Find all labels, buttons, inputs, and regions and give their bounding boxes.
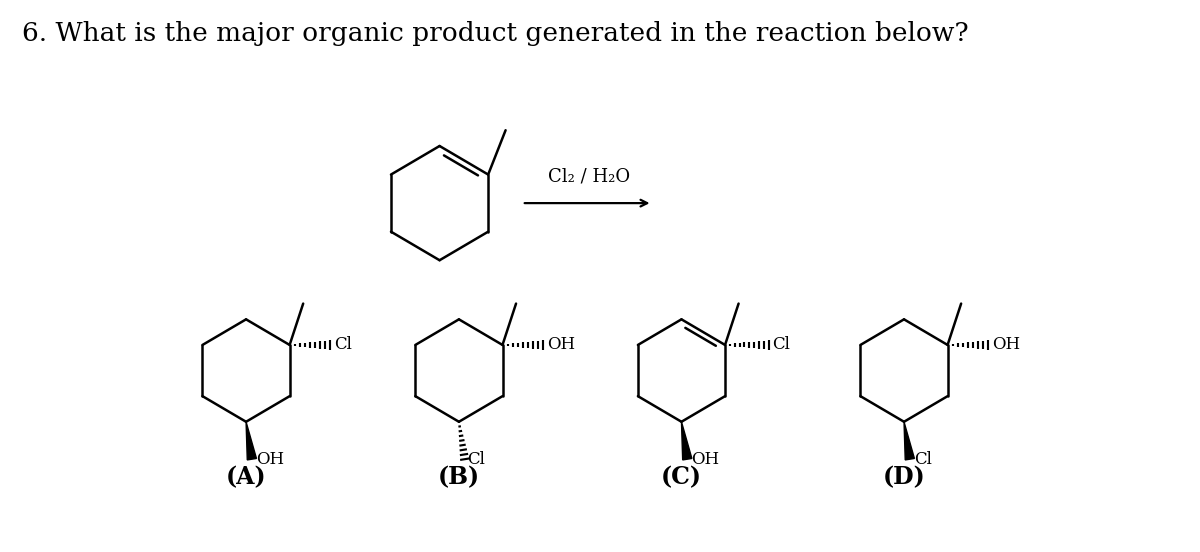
Text: Cl: Cl	[913, 450, 931, 468]
Polygon shape	[904, 422, 914, 460]
Text: Cl₂ / H₂O: Cl₂ / H₂O	[548, 167, 631, 185]
Text: OH: OH	[992, 336, 1020, 353]
Text: OH: OH	[547, 336, 575, 353]
Text: (D): (D)	[883, 465, 925, 489]
Polygon shape	[246, 422, 257, 460]
Text: OH: OH	[691, 450, 719, 468]
Text: Cl: Cl	[773, 336, 791, 353]
Text: OH: OH	[256, 450, 284, 468]
Text: 6. What is the major organic product generated in the reaction below?: 6. What is the major organic product gen…	[22, 21, 968, 46]
Polygon shape	[682, 422, 692, 460]
Text: (C): (C)	[661, 465, 702, 489]
Text: Cl: Cl	[334, 336, 352, 353]
Text: (B): (B)	[438, 465, 480, 489]
Text: (A): (A)	[226, 465, 266, 489]
Text: Cl: Cl	[467, 450, 485, 468]
